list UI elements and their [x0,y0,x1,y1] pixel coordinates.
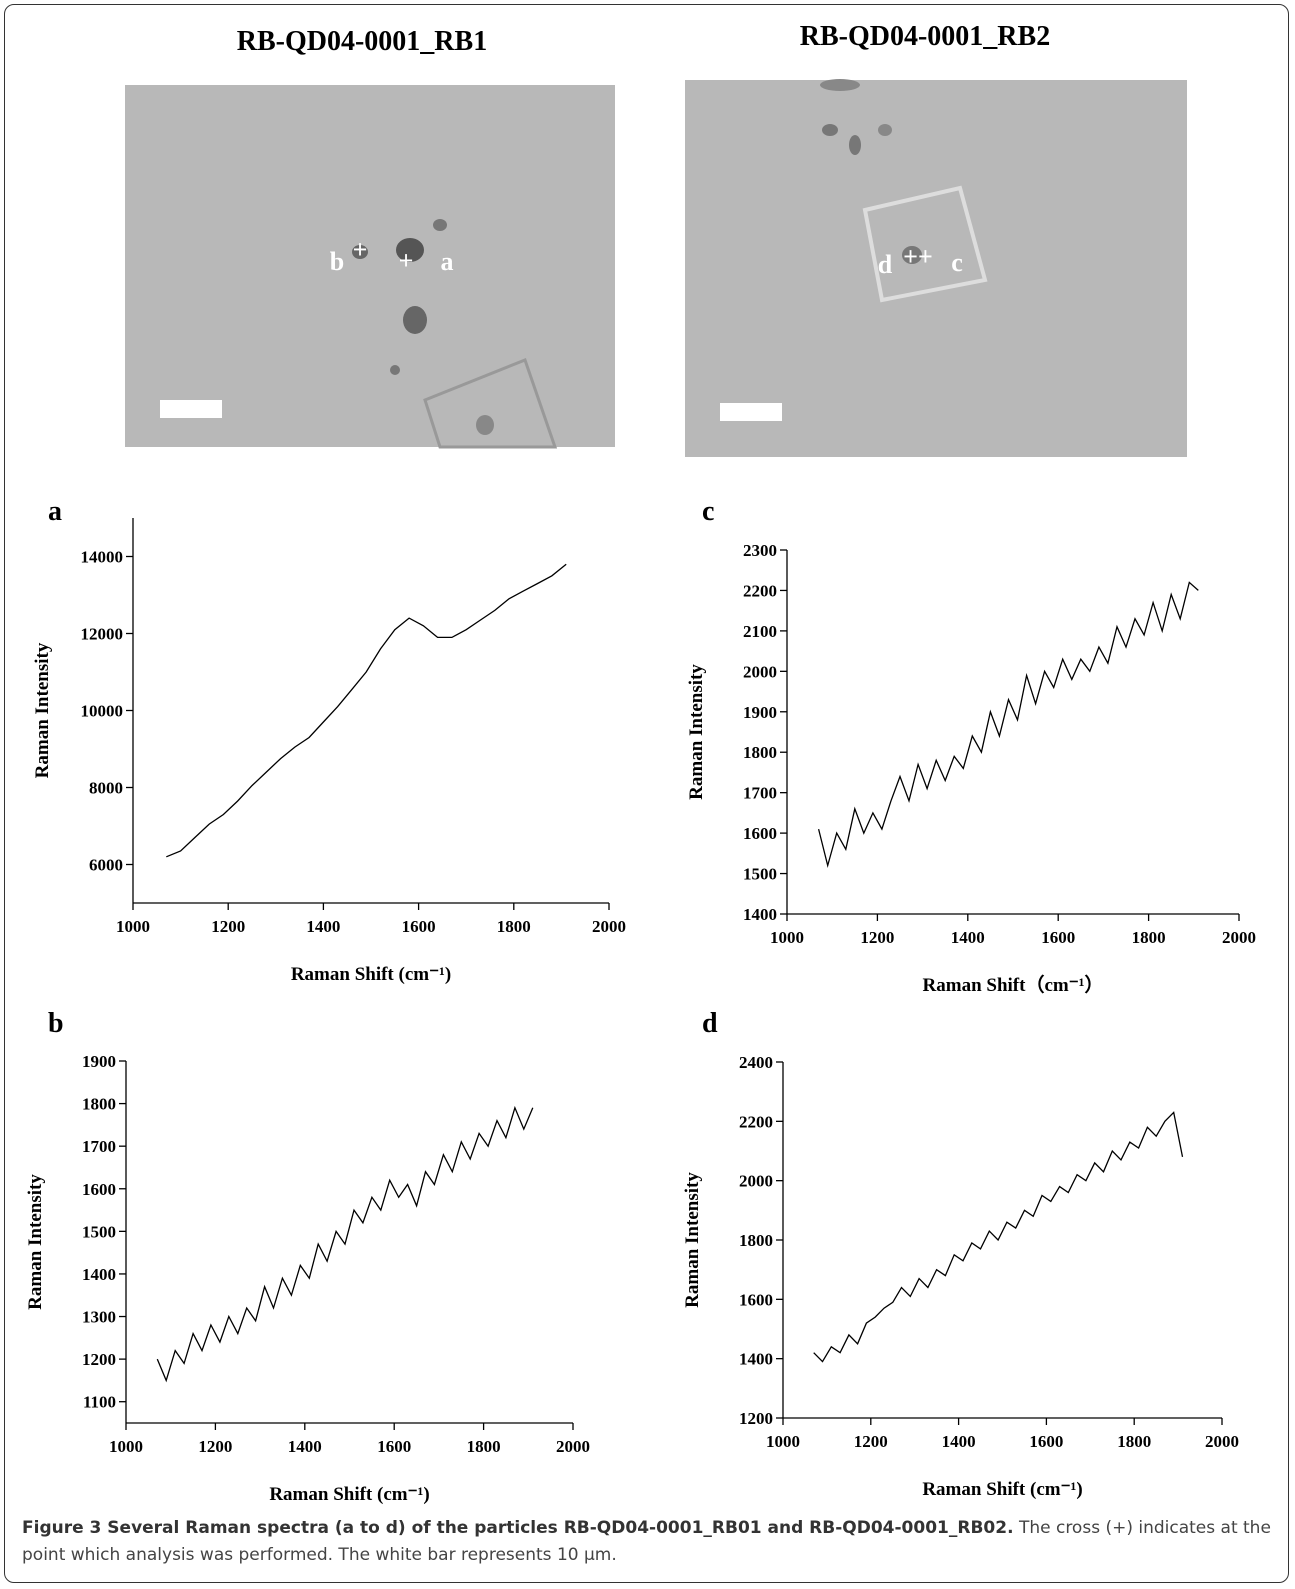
x-tick-label: 1800 [497,917,531,936]
x-tick-label: 2000 [1205,1432,1239,1451]
y-tick-label: 1800 [82,1095,116,1114]
y-tick-label: 1200 [82,1350,116,1369]
caption-title: Figure 3 Several Raman spectra (a to d) … [22,1518,1014,1538]
x-tick-label: 1000 [770,928,804,947]
spectrum-line [813,1111,1184,1363]
y-axis-label: Raman Intensity [686,664,707,800]
panel-label: d [702,1008,718,1039]
x-tick-label: 1200 [860,928,894,947]
x-tick-label: 1800 [1132,928,1166,947]
spectrum-line [817,581,1199,869]
x-tick-label: 1000 [109,1437,143,1456]
y-tick-label: 2100 [743,622,777,641]
x-tick-label: 1600 [1029,1432,1063,1451]
svg-text:+: + [353,235,368,264]
x-tick-label: 2000 [592,917,626,936]
y-tick-label: 1100 [83,1393,116,1412]
marker-label: a [441,247,454,276]
x-tick-label: 1000 [766,1432,800,1451]
y-axis-label: Raman Intensity [682,1172,703,1308]
x-tick-label: 1000 [116,917,150,936]
x-tick-label: 1800 [1117,1432,1151,1451]
figure: RB-QD04-0001_RB1 RB-QD04-0001_RB2 + + b … [25,21,1256,1505]
image-title: RB-QD04-0001_RB2 [800,21,1050,52]
x-tick-label: 1600 [402,917,436,936]
y-tick-label: 1500 [743,865,777,884]
micrograph: + + b a [125,85,615,449]
y-tick-label: 1700 [82,1137,116,1156]
y-axis-label: Raman Intensity [32,642,53,778]
y-tick-label: 1400 [743,905,777,924]
spectrum-line [156,1105,534,1383]
y-tick-label: 1900 [82,1052,116,1071]
marker-label: b [330,247,344,276]
x-tick-label: 1200 [854,1432,888,1451]
caption: Figure 3 Several Raman spectra (a to d) … [22,1515,1272,1569]
panel-label: c [702,496,714,527]
x-tick-label: 1400 [942,1432,976,1451]
y-tick-label: 8000 [89,779,123,798]
y-tick-label: 2200 [739,1112,773,1131]
y-tick-label: 12000 [81,625,124,644]
marker-label: d [878,250,893,279]
caption-text: The cross (+) indicates at the point whi… [22,1518,1271,1565]
x-tick-label: 1600 [377,1437,411,1456]
marker-label: c [951,248,963,277]
spectrum-line [166,563,567,858]
x-tick-label: 1200 [198,1437,232,1456]
y-tick-label: 1600 [82,1180,116,1199]
x-tick-label: 2000 [1222,928,1256,947]
y-tick-label: 1700 [743,784,777,803]
y-tick-label: 1300 [82,1308,116,1327]
y-tick-label: 14000 [81,548,124,567]
y-tick-label: 1600 [739,1290,773,1309]
x-tick-label: 1400 [288,1437,322,1456]
svg-text:++: ++ [903,242,933,271]
panel-label: a [48,496,62,527]
y-tick-label: 1800 [743,743,777,762]
y-tick-label: 2000 [739,1172,773,1191]
micrograph: ++ d c [685,79,1187,457]
y-axis-label: Raman Intensity [25,1174,46,1310]
y-tick-label: 2400 [739,1053,773,1072]
y-tick-label: 6000 [89,856,123,875]
y-tick-label: 1400 [739,1350,773,1369]
y-tick-label: 1200 [739,1409,773,1428]
x-axis-label: Raman Shift (cm⁻¹) [922,1479,1082,1500]
y-tick-label: 1900 [743,703,777,722]
y-tick-label: 10000 [81,702,124,721]
x-tick-label: 1800 [467,1437,501,1456]
y-tick-label: 1600 [743,824,777,843]
panel-label: b [48,1008,64,1039]
x-tick-label: 1400 [951,928,985,947]
x-tick-label: 1200 [211,917,245,936]
y-tick-label: 2300 [743,541,777,560]
y-tick-label: 1500 [82,1222,116,1241]
x-axis-label: Raman Shift（cm⁻¹） [923,973,1104,996]
y-tick-label: 1800 [739,1231,773,1250]
image-title: RB-QD04-0001_RB1 [237,26,487,57]
y-tick-label: 2200 [743,581,777,600]
y-tick-label: 2000 [743,662,777,681]
x-tick-label: 1600 [1041,928,1075,947]
x-axis-label: Raman Shift (cm⁻¹) [269,1484,429,1505]
figure-frame [4,4,1289,1583]
svg-text:+: + [399,246,414,275]
y-tick-label: 1400 [82,1265,116,1284]
x-tick-label: 2000 [556,1437,590,1456]
x-axis-label: Raman Shift (cm⁻¹) [291,964,451,985]
x-tick-label: 1400 [306,917,340,936]
